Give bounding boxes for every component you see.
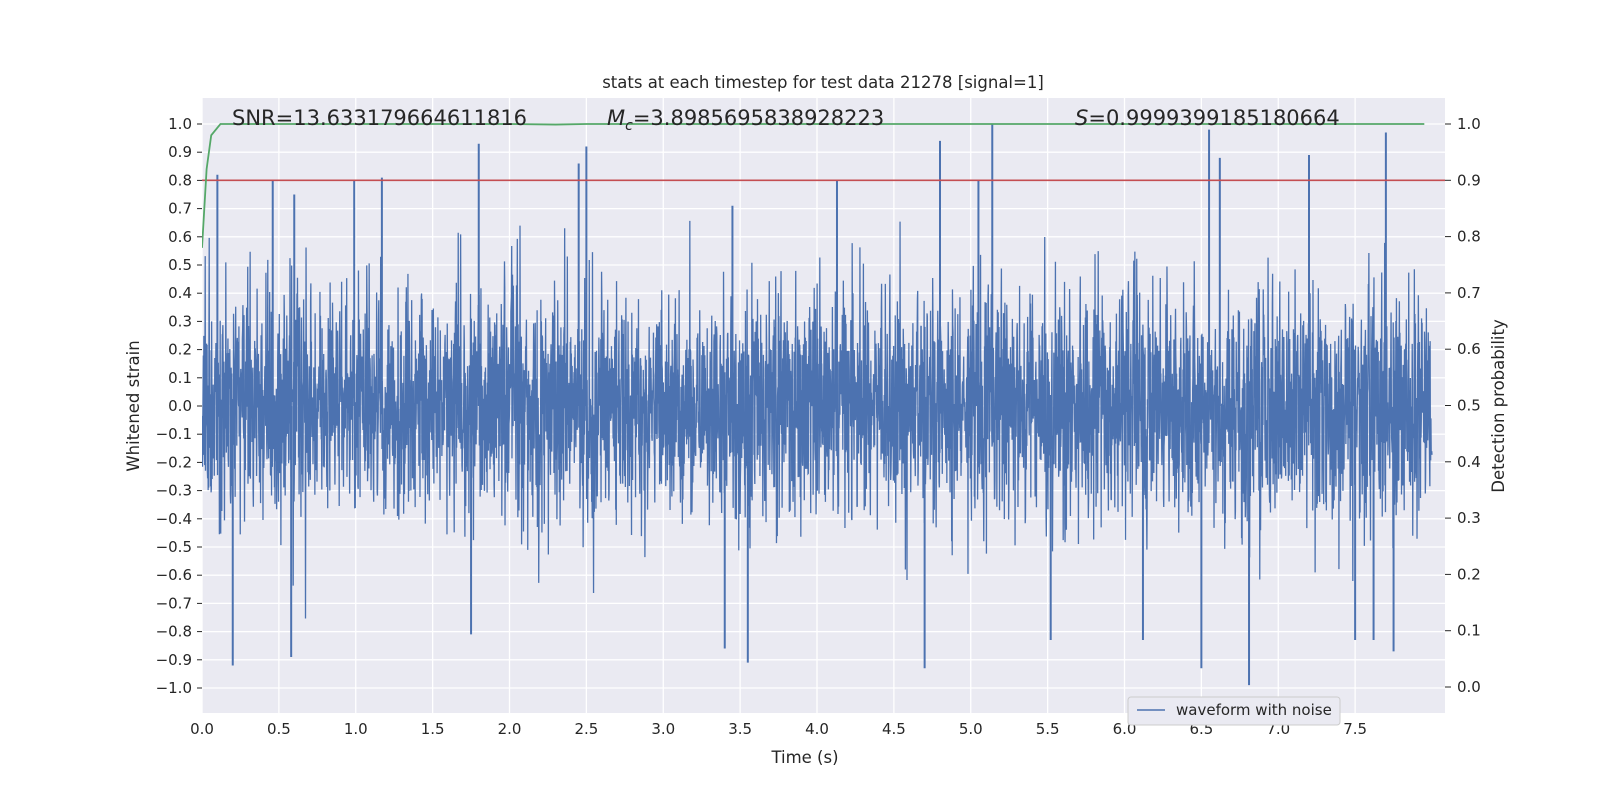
y-tick-label: 0.9: [168, 143, 192, 161]
y2-tick-label: 0.4: [1457, 453, 1481, 471]
chirp-mass-subscript: c: [625, 118, 633, 134]
legend-box: [1127, 696, 1341, 726]
y-axis-label: Whitened strain: [124, 340, 143, 471]
x-tick-label: 2.5: [574, 720, 598, 738]
x-tick-label: 2.0: [498, 720, 522, 738]
y-tick-label: 0.1: [168, 369, 192, 387]
y-tick-label: 0.2: [168, 341, 192, 359]
x-tick-label: 5.5: [1036, 720, 1060, 738]
y-tick-label: −0.5: [156, 538, 192, 556]
plot-content: [202, 123, 1445, 686]
x-tick-label: 4.0: [805, 720, 829, 738]
y-tick-label: −1.0: [156, 679, 192, 697]
x-tick-label: 3.5: [728, 720, 752, 738]
y2-axis-label: Detection probability: [1489, 319, 1508, 493]
y-tick-label: −0.3: [156, 482, 192, 500]
y2-tick-label: 0.5: [1457, 397, 1481, 415]
y-tick-label: −0.1: [156, 425, 192, 443]
y-tick-label: 0.3: [168, 312, 192, 330]
x-tick-label: 7.5: [1343, 720, 1367, 738]
chirp-mass-symbol: M: [607, 106, 625, 130]
y-tick-label: −0.4: [156, 510, 192, 528]
y-tick-label: −0.2: [156, 453, 192, 471]
y2-tick-label: 0.2: [1457, 565, 1481, 583]
y2-tick-label: 0.7: [1457, 284, 1481, 302]
legend-label-waveform: waveform with noise: [1176, 701, 1332, 719]
s-annotation: S=0.9999399185180664: [1075, 106, 1340, 130]
x-tick-label: 5.0: [959, 720, 983, 738]
s-value: =0.9999399185180664: [1088, 106, 1339, 130]
x-tick-label: 4.5: [882, 720, 906, 738]
s-symbol: S: [1075, 106, 1088, 130]
x-tick-label: 0.0: [190, 720, 214, 738]
chirp-mass-value: =3.8985695838928223: [633, 106, 884, 130]
y2-tick-label: 1.0: [1457, 115, 1481, 133]
y-tick-label: 0.6: [168, 228, 192, 246]
probability-group: [202, 123, 1425, 248]
probability-series-line: [202, 123, 1425, 248]
y2-tick-label: 0.8: [1457, 228, 1481, 246]
y2-tick-label: 0.6: [1457, 340, 1481, 358]
x-tick-label: 1.0: [344, 720, 368, 738]
y-tick-label: −0.8: [156, 623, 192, 641]
y-tick-label: 0.7: [168, 200, 192, 218]
y-tick-label: 0.4: [168, 284, 192, 302]
x-tick-label: 3.0: [651, 720, 675, 738]
y-tick-label: 1.0: [168, 115, 192, 133]
waveform-peaks: [216, 124, 1395, 686]
y-tick-label: 0.0: [168, 397, 192, 415]
y-tick-label: −0.6: [156, 566, 192, 584]
y2-tick-label: 0.0: [1457, 678, 1481, 696]
y-tick-label: −0.9: [156, 651, 192, 669]
x-tick-label: 0.5: [267, 720, 291, 738]
y2-axis-ticks: 1.0 0.9 0.8 0.7 0.6 0.5 0.4 0.3 0.2 0.1 0.0: [1445, 115, 1481, 696]
snr-annotation: SNR=13.633179664611816: [232, 106, 527, 130]
y2-tick-label: 0.1: [1457, 622, 1481, 640]
waveform-series-line: [202, 220, 1433, 619]
x-tick-label: 1.5: [421, 720, 445, 738]
y-tick-label: −0.7: [156, 594, 192, 612]
y2-tick-label: 0.9: [1457, 171, 1481, 189]
x-axis-label: Time (s): [770, 748, 838, 767]
legend: waveform with noise: [1127, 696, 1341, 726]
y2-tick-label: 0.3: [1457, 509, 1481, 527]
y-tick-label: 0.8: [168, 171, 192, 189]
y-axis-ticks: 1.0 0.9 0.8 0.7 0.6 0.5 0.4 0.3 0.2 0.1 0.0 −0.1 −0.…: [156, 115, 202, 697]
y-tick-label: 0.5: [168, 256, 192, 274]
chart-title: stats at each timestep for test data 212…: [602, 73, 1044, 92]
chirp-mass-annotation: Mc=3.8985695838928223: [607, 106, 884, 134]
